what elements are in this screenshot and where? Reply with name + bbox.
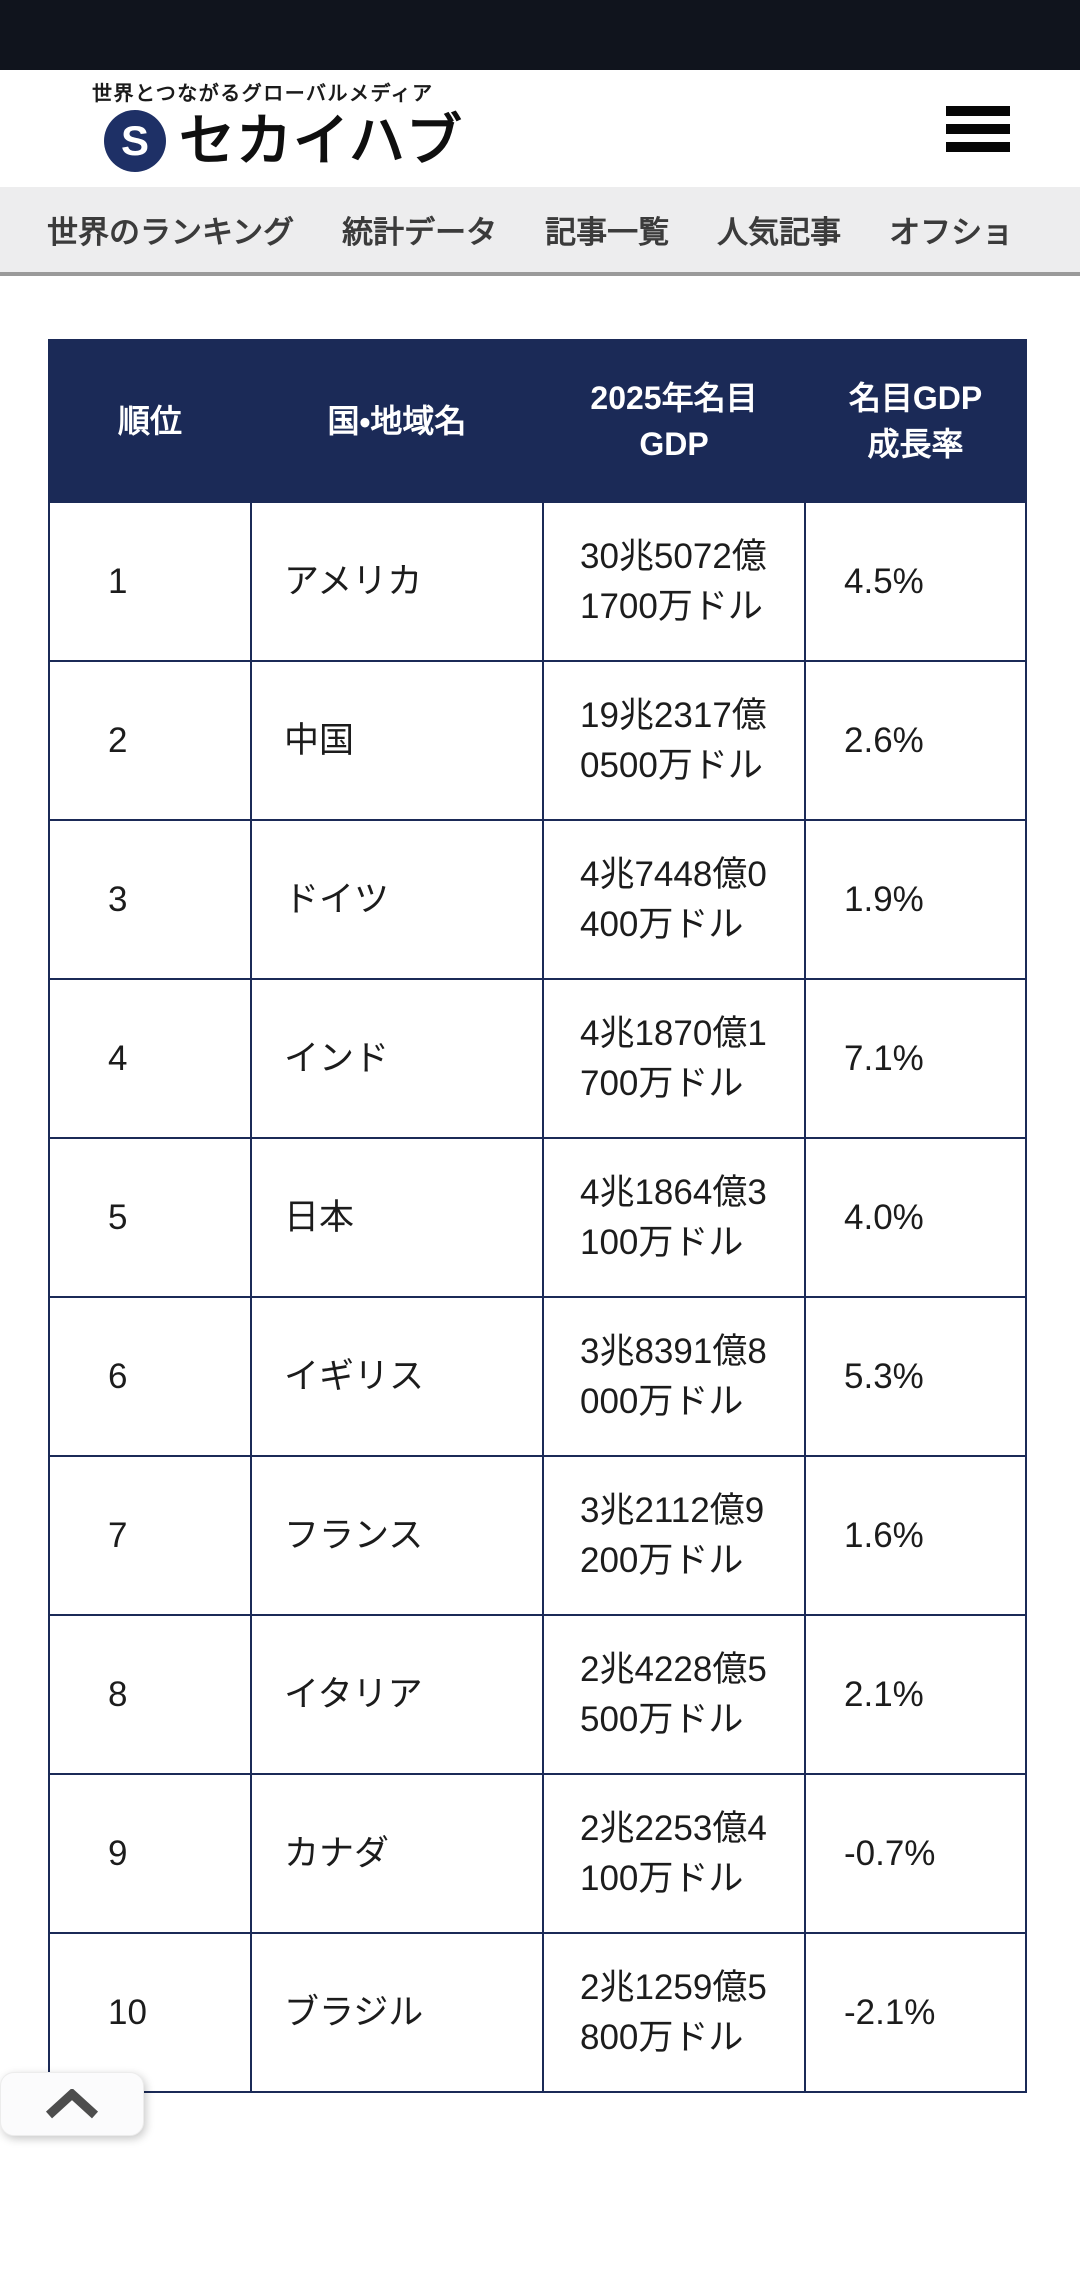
- cell-growth: 5.3%: [804, 1296, 1027, 1457]
- hamburger-menu-icon[interactable]: [946, 106, 1010, 152]
- cell-rank: 7: [48, 1455, 252, 1616]
- cell-rank: 3: [48, 819, 252, 980]
- table-row: 7 フランス 3兆2112億9 200万ドル 1.6%: [48, 1455, 1027, 1616]
- scroll-to-top-button[interactable]: [0, 2072, 144, 2136]
- cell-country: ドイツ: [250, 819, 544, 980]
- col-header-country: 国・地域名: [250, 339, 544, 503]
- cell-country: 中国: [250, 660, 544, 821]
- cell-country: インド: [250, 978, 544, 1139]
- cell-country: フランス: [250, 1455, 544, 1616]
- cell-gdp: 3兆2112億9 200万ドル: [542, 1455, 806, 1616]
- cell-rank: 9: [48, 1773, 252, 1934]
- cell-gdp: 3兆8391億8 000万ドル: [542, 1296, 806, 1457]
- cell-growth: 7.1%: [804, 978, 1027, 1139]
- table-row: 8 イタリア 2兆4228億5 500万ドル 2.1%: [48, 1614, 1027, 1775]
- nav-item-popular-articles[interactable]: 人気記事: [717, 215, 842, 250]
- cell-rank: 4: [48, 978, 252, 1139]
- cell-gdp: 19兆2317億 0500万ドル: [542, 660, 806, 821]
- table-row: 5 日本 4兆1864億3 100万ドル 4.0%: [48, 1137, 1027, 1298]
- col-header-gdp: 2025年名目 GDP: [542, 339, 806, 503]
- table-row: 9 カナダ 2兆2253億4 100万ドル -0.7%: [48, 1773, 1027, 1934]
- cell-growth: 2.6%: [804, 660, 1027, 821]
- site-logo-link[interactable]: 世界とつながるグローバルメディア S セカイハブ: [0, 70, 463, 172]
- cell-country: ブラジル: [250, 1932, 544, 2093]
- hamburger-bar: [946, 124, 1010, 134]
- cell-growth: -2.1%: [804, 1932, 1027, 2093]
- table-row: 1 アメリカ 30兆5072億 1700万ドル 4.5%: [48, 501, 1027, 662]
- cell-growth: 1.6%: [804, 1455, 1027, 1616]
- col-header-growth: 名目GDP 成長率: [804, 339, 1027, 503]
- cell-gdp: 4兆1870億1 700万ドル: [542, 978, 806, 1139]
- table-header-row: 順位 国・地域名 2025年名目 GDP 名目GDP 成長率: [48, 339, 1027, 503]
- cell-country: イギリス: [250, 1296, 544, 1457]
- cell-rank: 1: [48, 501, 252, 662]
- gdp-ranking-table: 順位 国・地域名 2025年名目 GDP 名目GDP 成長率 1 アメリカ 30…: [48, 339, 1027, 2093]
- logo-letter: S: [120, 117, 149, 164]
- cell-rank: 8: [48, 1614, 252, 1775]
- cell-growth: 4.5%: [804, 501, 1027, 662]
- brand-name: セカイハブ: [179, 109, 463, 172]
- cell-rank: 10: [48, 1932, 252, 2093]
- status-bar: [0, 0, 1080, 70]
- logo-icon: S: [104, 110, 166, 172]
- col-header-rank: 順位: [48, 339, 252, 503]
- table-row: 6 イギリス 3兆8391億8 000万ドル 5.3%: [48, 1296, 1027, 1457]
- cell-gdp: 30兆5072億 1700万ドル: [542, 501, 806, 662]
- logo-row: S セカイハブ: [104, 110, 463, 172]
- cell-gdp: 2兆2253億4 100万ドル: [542, 1773, 806, 1934]
- cell-gdp: 2兆1259億5 800万ドル: [542, 1932, 806, 2093]
- site-header: 世界とつながるグローバルメディア S セカイハブ: [0, 70, 1080, 187]
- site-tagline: 世界とつながるグローバルメディア: [92, 83, 434, 105]
- nav-item-offshore[interactable]: オフショ: [889, 215, 1014, 250]
- cell-country: 日本: [250, 1137, 544, 1298]
- cell-growth: 4.0%: [804, 1137, 1027, 1298]
- cell-rank: 5: [48, 1137, 252, 1298]
- cell-rank: 6: [48, 1296, 252, 1457]
- cell-growth: 2.1%: [804, 1614, 1027, 1775]
- hamburger-bar: [946, 142, 1010, 152]
- table-row: 2 中国 19兆2317億 0500万ドル 2.6%: [48, 660, 1027, 821]
- cell-gdp: 4兆7448億0 400万ドル: [542, 819, 806, 980]
- cell-growth: -0.7%: [804, 1773, 1027, 1934]
- cell-country: イタリア: [250, 1614, 544, 1775]
- main-nav: 世界のランキング 統計データ 記事一覧 人気記事 オフショ: [0, 187, 1080, 276]
- cell-growth: 1.9%: [804, 819, 1027, 980]
- nav-item-world-rankings[interactable]: 世界のランキング: [47, 215, 295, 250]
- cell-rank: 2: [48, 660, 252, 821]
- table-row: 4 インド 4兆1870億1 700万ドル 7.1%: [48, 978, 1027, 1139]
- nav-item-articles[interactable]: 記事一覧: [545, 215, 670, 250]
- cell-gdp: 4兆1864億3 100万ドル: [542, 1137, 806, 1298]
- table-row: 3 ドイツ 4兆7448億0 400万ドル 1.9%: [48, 819, 1027, 980]
- table-row: 10 ブラジル 2兆1259億5 800万ドル -2.1%: [48, 1932, 1027, 2093]
- hamburger-bar: [946, 106, 1010, 116]
- cell-country: カナダ: [250, 1773, 544, 1934]
- main-content: 順位 国・地域名 2025年名目 GDP 名目GDP 成長率 1 アメリカ 30…: [0, 339, 1080, 2093]
- nav-item-statistics[interactable]: 統計データ: [342, 215, 498, 250]
- cell-country: アメリカ: [250, 501, 544, 662]
- chevron-up-icon: [45, 2089, 99, 2119]
- cell-gdp: 2兆4228億5 500万ドル: [542, 1614, 806, 1775]
